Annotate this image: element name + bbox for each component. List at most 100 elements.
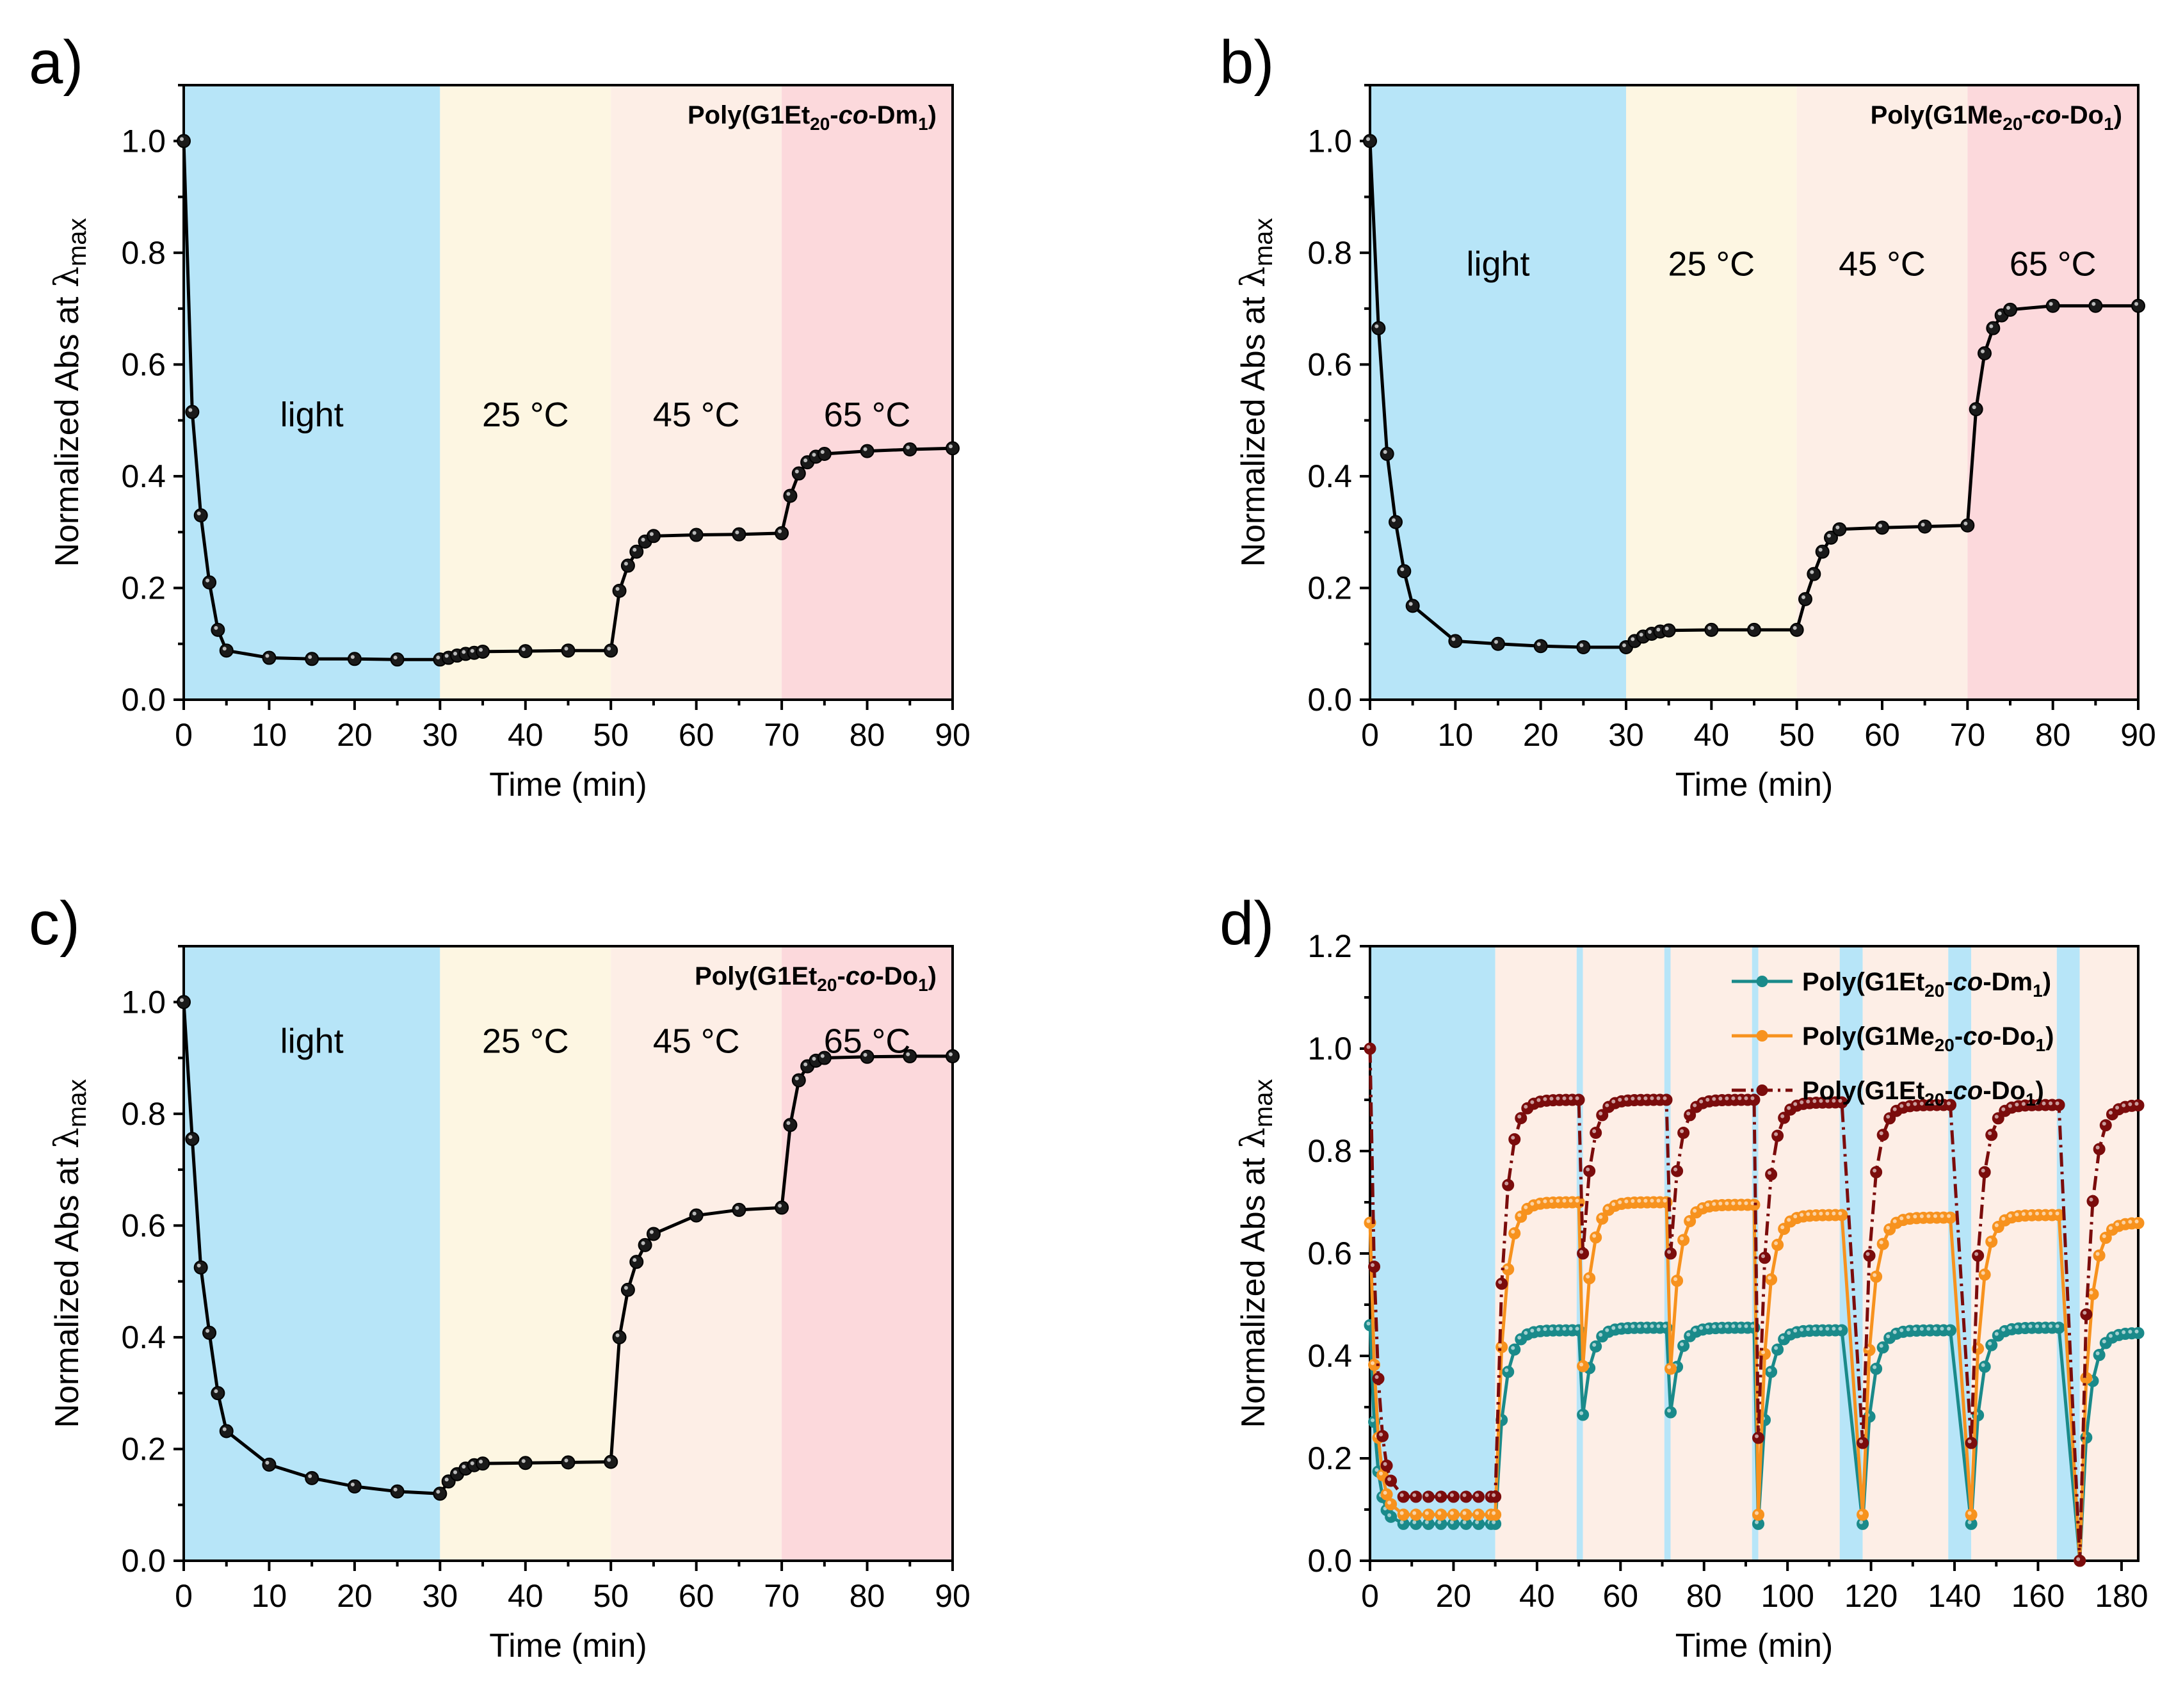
data-point-1-16 (1704, 622, 1719, 637)
data-point-highlight-2-23 (649, 1230, 654, 1234)
y-tick-label-0-4: 0.8 (121, 235, 166, 271)
data-point-2-28 (791, 1073, 806, 1088)
data-point-highlight-d-1-41 (1663, 1198, 1667, 1203)
data-point-highlight-2-30 (812, 1056, 816, 1061)
data-point-2-5 (219, 1424, 234, 1438)
data-point-highlight-d-0-81 (1933, 1326, 1937, 1331)
data-point-highlight-d-0-38 (1643, 1324, 1648, 1328)
legend-part-d2-pre: Poly(G1Et (1802, 1077, 1924, 1105)
data-point-d-1-17 (1508, 1227, 1521, 1240)
data-point-2-33 (903, 1049, 917, 1063)
legend-part-2-mid: - (837, 962, 845, 990)
y-tick-label-2-3: 0.6 (121, 1207, 166, 1243)
x-tick-label-3-8: 160 (2011, 1578, 2065, 1614)
data-point-d-2-29 (1583, 1164, 1596, 1177)
data-point-highlight-d-0-69 (1838, 1326, 1842, 1331)
x-tick-label-0-1: 10 (252, 717, 287, 753)
data-point-d-2-6 (1397, 1490, 1410, 1503)
data-point-highlight-d-2-67 (1825, 1099, 1830, 1103)
data-point-highlight-d-2-9 (1437, 1493, 1442, 1497)
region-2-3 (782, 946, 953, 1561)
data-point-highlight-d-1-73 (1879, 1240, 1883, 1245)
data-point-highlight-d-1-1 (1371, 1361, 1375, 1366)
legend-part-d1-sub2: 1 (2036, 1035, 2046, 1055)
data-point-highlight-d-1-52 (1731, 1201, 1736, 1205)
data-point-highlight-d-2-63 (1800, 1100, 1804, 1104)
data-point-highlight-d-2-68 (1832, 1099, 1836, 1103)
data-point-1-1 (1371, 321, 1386, 335)
x-tick-label-0-8: 80 (850, 717, 885, 753)
data-point-highlight-0-16 (521, 647, 526, 652)
panel-letter-1: b) (1220, 28, 1274, 97)
legend-part-d0-mid: - (1944, 968, 1953, 996)
data-point-highlight-2-34 (949, 1052, 953, 1056)
legend-part-d2-post: -Do (1983, 1077, 2026, 1105)
data-point-d-2-84 (1965, 1437, 1978, 1449)
data-point-highlight-d-2-17 (1511, 1136, 1515, 1140)
region-3-3 (1583, 946, 1664, 1561)
data-point-highlight-d-1-62 (1793, 1214, 1798, 1219)
y-tick-label-3-2: 0.4 (1307, 1338, 1352, 1374)
y-tick-label-3-1: 0.2 (1307, 1440, 1352, 1476)
data-point-2-20 (620, 1282, 635, 1297)
data-point-d-2-0 (1364, 1042, 1376, 1055)
region-1-1 (1626, 85, 1797, 700)
data-point-highlight-d-1-19 (1524, 1205, 1528, 1209)
data-point-highlight-0-26 (778, 529, 782, 533)
data-point-1-19 (1798, 592, 1812, 606)
data-point-d-2-43 (1671, 1164, 1684, 1177)
data-point-highlight-d-0-95 (2042, 1324, 2046, 1328)
region-label-1-3: 65 °C (2010, 245, 2097, 283)
data-point-2-8 (347, 1479, 362, 1494)
data-point-0-6 (262, 650, 277, 665)
data-point-highlight-d-1-76 (1899, 1216, 1904, 1221)
data-point-d-2-18 (1515, 1112, 1527, 1125)
data-point-highlight-d-2-94 (2035, 1101, 2039, 1106)
data-point-0-8 (347, 652, 362, 666)
legend-part-d1-pre: Poly(G1Me (1802, 1022, 1935, 1051)
x-tick-label-2-8: 80 (850, 1578, 885, 1614)
data-point-highlight-d-1-42 (1667, 1365, 1672, 1369)
data-point-highlight-1-6 (1451, 637, 1456, 641)
data-point-highlight-d-0-66 (1819, 1326, 1823, 1331)
data-point-highlight-d-2-77 (1906, 1102, 1910, 1107)
data-point-highlight-d-0-91 (2015, 1325, 2019, 1329)
data-point-d-1-43 (1671, 1275, 1684, 1287)
x-tick-label-1-1: 10 (1438, 717, 1474, 753)
legend-part-0-sub2: 1 (918, 114, 928, 134)
data-point-d-0-30 (1590, 1340, 1602, 1353)
data-point-highlight-d-0-50 (1718, 1324, 1723, 1328)
data-point-d-1-11 (1460, 1508, 1472, 1521)
data-point-d-1-15 (1495, 1341, 1508, 1353)
data-point-d-1-5 (1385, 1498, 1398, 1511)
data-point-highlight-d-0-88 (1994, 1332, 1999, 1336)
data-point-highlight-d-0-97 (2055, 1324, 2059, 1328)
data-point-0-1 (185, 405, 200, 419)
y-tick-label-2-1: 0.2 (121, 1431, 166, 1467)
data-point-highlight-d-2-30 (1592, 1129, 1597, 1134)
data-point-highlight-d-2-62 (1793, 1102, 1798, 1106)
data-point-0-18 (604, 643, 618, 658)
legend-part-1-sub: 20 (2003, 114, 2022, 134)
data-point-highlight-d-1-7 (1412, 1511, 1417, 1515)
data-point-highlight-0-2 (197, 512, 201, 515)
data-point-d-1-87 (1985, 1235, 1998, 1248)
data-point-d-2-11 (1460, 1490, 1472, 1503)
data-point-highlight-d-1-95 (2042, 1211, 2046, 1216)
data-point-highlight-d-2-45 (1686, 1111, 1691, 1116)
region-0-0 (184, 85, 440, 700)
data-point-highlight-1-17 (1750, 625, 1754, 630)
y-axis-title-1: Normalized Abs at λmax (1234, 218, 1278, 567)
data-point-highlight-d-2-5 (1387, 1477, 1392, 1481)
data-point-highlight-d-0-80 (1926, 1326, 1931, 1331)
data-point-highlight-d-2-20 (1530, 1100, 1535, 1104)
data-point-highlight-d-1-40 (1656, 1198, 1661, 1203)
data-point-highlight-d-2-19 (1524, 1104, 1528, 1109)
data-point-highlight-d-2-69 (1838, 1099, 1842, 1103)
y-tick-label-3-5: 1.0 (1307, 1031, 1352, 1067)
y-axis-title-symbol-2: λ (48, 1127, 86, 1148)
data-point-2-4 (211, 1386, 225, 1401)
data-point-highlight-d-0-22 (1543, 1327, 1547, 1332)
data-point-highlight-d-1-92 (2021, 1212, 2026, 1216)
data-point-highlight-2-33 (906, 1052, 910, 1056)
